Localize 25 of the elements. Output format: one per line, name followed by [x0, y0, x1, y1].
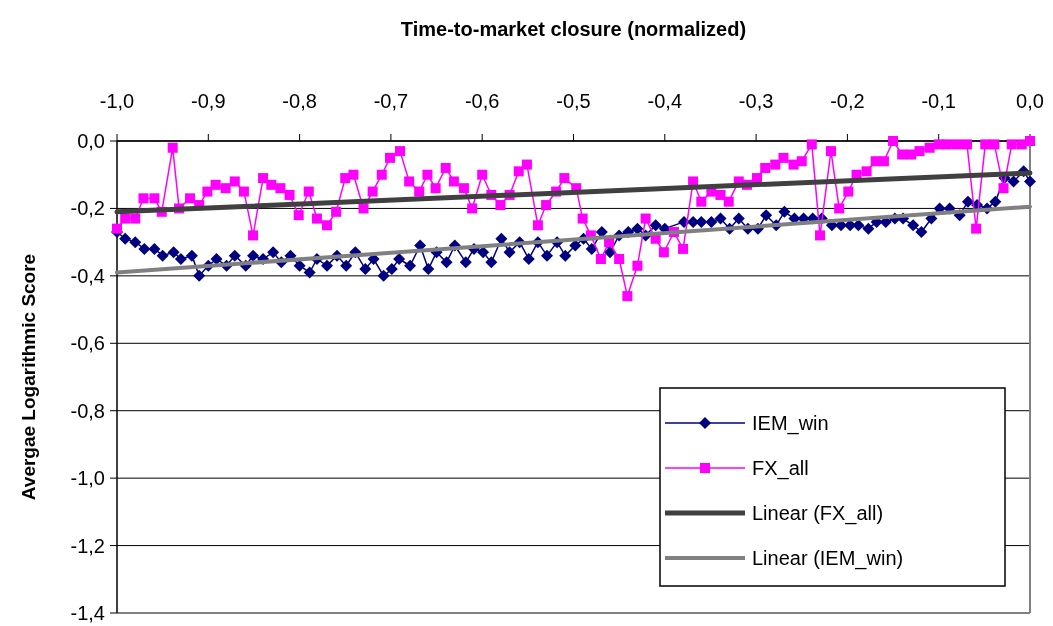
y-tick-label: -0,8 — [70, 399, 105, 422]
x-tick-label: -0,4 — [647, 90, 683, 112]
y-tick-label: -0,6 — [70, 332, 105, 355]
x-tick-label: -0,3 — [738, 90, 774, 112]
y-tick-label: 0,0 — [77, 130, 105, 152]
y-tick-label: -0,2 — [70, 197, 105, 220]
x-tick-label: -0,6 — [464, 90, 500, 112]
x-tick-label: -0,1 — [921, 90, 956, 112]
y-tick-label: -0,4 — [70, 264, 105, 287]
y-axis-title: Avergae Logarithmic Score — [18, 253, 39, 501]
legend-label: Linear (FX_all) — [752, 502, 884, 525]
x-tick-label: -0,7 — [373, 90, 409, 112]
legend-label: IEM_win — [752, 412, 829, 435]
x-tick-label: -0,5 — [556, 90, 591, 112]
y-tick-label: -1,4 — [70, 602, 105, 624]
x-tick-label: -1,0 — [99, 90, 135, 112]
x-tick-label: -0,8 — [282, 90, 317, 112]
x-tick-label: -0,9 — [191, 90, 226, 112]
y-tick-label: -1,2 — [70, 534, 105, 557]
x-axis-title: Time-to-market closure (normalized) — [400, 18, 747, 40]
x-tick-label: -0,2 — [830, 90, 865, 112]
y-tick-label: -1,0 — [70, 467, 105, 490]
x-tick-label: 0,0 — [1016, 90, 1044, 112]
legend-label: FX_all — [752, 457, 809, 480]
legend-label: Linear (IEM_win) — [752, 547, 904, 570]
